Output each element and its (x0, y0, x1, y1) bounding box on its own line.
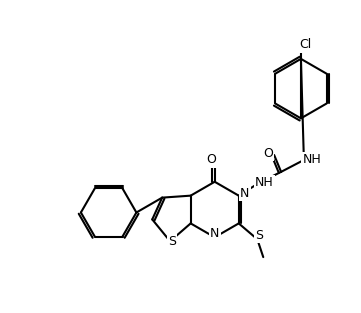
Text: N: N (210, 227, 219, 240)
Text: S: S (255, 229, 263, 242)
Text: O: O (206, 153, 216, 167)
Text: O: O (263, 146, 273, 160)
Text: N: N (240, 187, 249, 200)
Text: S: S (168, 235, 176, 248)
Text: Cl: Cl (299, 38, 311, 52)
Text: NH: NH (255, 176, 274, 189)
Text: NH: NH (303, 153, 321, 167)
